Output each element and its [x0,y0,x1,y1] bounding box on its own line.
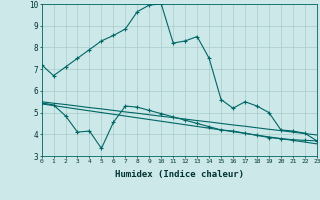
X-axis label: Humidex (Indice chaleur): Humidex (Indice chaleur) [115,170,244,179]
